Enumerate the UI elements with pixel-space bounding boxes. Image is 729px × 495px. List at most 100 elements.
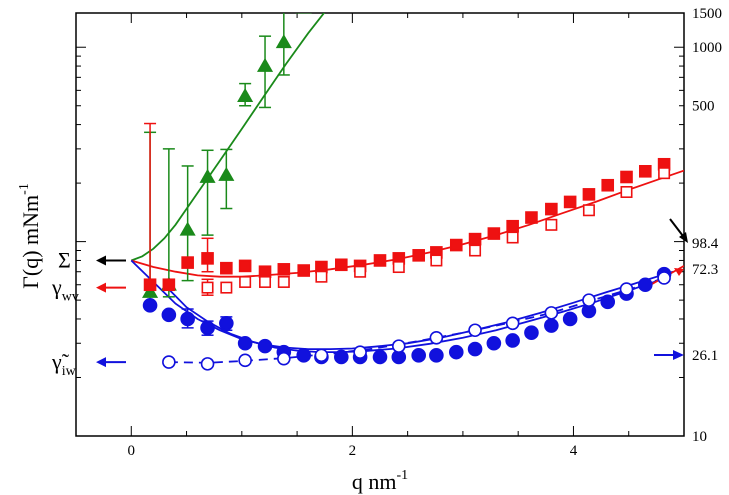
data-point-square	[449, 238, 463, 252]
data-point-triangle	[179, 221, 196, 236]
data-point-square	[506, 231, 519, 244]
data-point-circle	[544, 318, 559, 333]
data-point-square	[487, 227, 501, 240]
data-point-square	[545, 218, 558, 231]
left-reference-arrowhead	[96, 255, 106, 266]
data-point-square	[162, 278, 176, 292]
data-point-circle	[429, 331, 444, 345]
data-point-square	[620, 185, 633, 198]
data-point-circle	[334, 349, 349, 365]
data-point-square	[201, 252, 214, 265]
x-tick-label: 0	[128, 443, 136, 459]
right-reference-arrowhead	[674, 267, 684, 276]
data-point-square	[639, 165, 652, 178]
data-point-circle	[600, 294, 616, 310]
left-reference-label: Σ	[58, 247, 71, 272]
y-right-tick-label: 72.3	[692, 262, 718, 278]
data-point-square	[430, 254, 443, 267]
data-point-circle	[372, 349, 388, 365]
data-point-square	[392, 261, 405, 274]
data-point-circle	[619, 282, 634, 296]
x-axis-title-main: q nm	[352, 469, 397, 494]
data-point-square	[563, 195, 577, 209]
data-point-square	[143, 278, 157, 292]
points-layer	[142, 13, 672, 371]
data-point-circle	[486, 335, 502, 351]
x-tick-label: 4	[570, 443, 578, 459]
data-point-square	[277, 275, 290, 288]
fit-curve	[130, 13, 326, 262]
data-point-square	[620, 170, 633, 184]
y-axis-title: Γ(q) mNm-1	[17, 183, 43, 289]
data-point-circle	[562, 311, 578, 327]
y-right-tick-label: 1000	[692, 40, 722, 56]
x-axis-title-sup: -1	[396, 468, 408, 483]
data-point-circle	[429, 348, 444, 363]
data-point-square	[506, 219, 519, 233]
y-right-tick-label: 10	[692, 429, 707, 445]
data-point-circle	[638, 277, 653, 293]
data-point-circle	[277, 351, 291, 366]
fit-curve	[131, 169, 684, 278]
right-reference-arrowhead	[679, 231, 688, 243]
y-axis-title-sup: -1	[17, 183, 32, 195]
right-reference-arrow	[669, 218, 684, 237]
data-point-square	[220, 281, 233, 294]
y-axis-title-main: Γ(q) mNm	[18, 195, 43, 289]
data-point-circle	[142, 298, 158, 313]
data-point-circle	[467, 341, 483, 357]
x-axis-title: q nm-1	[352, 468, 408, 494]
data-point-square	[468, 232, 482, 246]
y-right-tick-label: 26.1	[692, 348, 718, 364]
data-point-circle	[448, 344, 464, 360]
left-reference-arrowhead	[96, 282, 106, 293]
data-point-circle	[296, 348, 312, 363]
right-reference-arrowhead	[673, 350, 684, 361]
left-reference-label: γ̃iw	[51, 349, 77, 379]
left-reference-label-sub: iw	[62, 364, 77, 379]
data-point-circle	[505, 316, 520, 331]
data-point-circle	[180, 311, 195, 327]
data-point-square	[335, 258, 348, 272]
y-right-tick-label: 98.4	[692, 236, 719, 252]
data-point-circle	[257, 338, 273, 354]
data-point-triangle	[237, 87, 254, 103]
data-point-square	[201, 281, 214, 294]
data-point-triangle	[275, 34, 292, 49]
data-point-triangle	[295, 13, 312, 14]
ticks-layer: 0 2 4 1500 1000 500 98.4 72.3 26.1 10	[75, 6, 722, 459]
data-point-circle	[468, 323, 482, 338]
plot-frame	[75, 12, 685, 437]
data-point-triangle	[199, 168, 216, 183]
data-point-square	[238, 259, 252, 273]
data-point-circle	[524, 325, 539, 340]
data-point-square	[259, 275, 272, 288]
y-right-tick-label: 1500	[692, 6, 722, 22]
data-point-circle	[657, 271, 671, 285]
data-point-circle	[314, 348, 329, 363]
data-point-square	[258, 265, 272, 279]
data-point-square	[220, 261, 233, 275]
data-point-circle	[411, 348, 426, 363]
data-point-circle	[582, 293, 596, 307]
data-point-triangle	[256, 57, 274, 72]
y-right-tick-label: 500	[692, 99, 715, 115]
data-point-square	[277, 263, 291, 276]
data-point-square	[297, 264, 311, 277]
left-reference-arrowhead	[96, 357, 106, 368]
left-reference-label: γwv	[51, 275, 79, 305]
data-point-circle	[544, 306, 559, 320]
data-point-square	[469, 244, 482, 257]
data-point-square	[582, 188, 596, 201]
data-point-circle	[505, 333, 520, 348]
data-point-square	[658, 167, 671, 180]
data-point-circle	[200, 320, 215, 336]
data-point-circle	[219, 315, 234, 331]
x-tick-label: 2	[349, 443, 357, 459]
data-point-square	[601, 178, 615, 192]
data-point-square	[525, 211, 538, 224]
data-point-square	[354, 265, 367, 278]
data-point-circle	[237, 335, 253, 351]
data-point-circle	[162, 355, 176, 369]
